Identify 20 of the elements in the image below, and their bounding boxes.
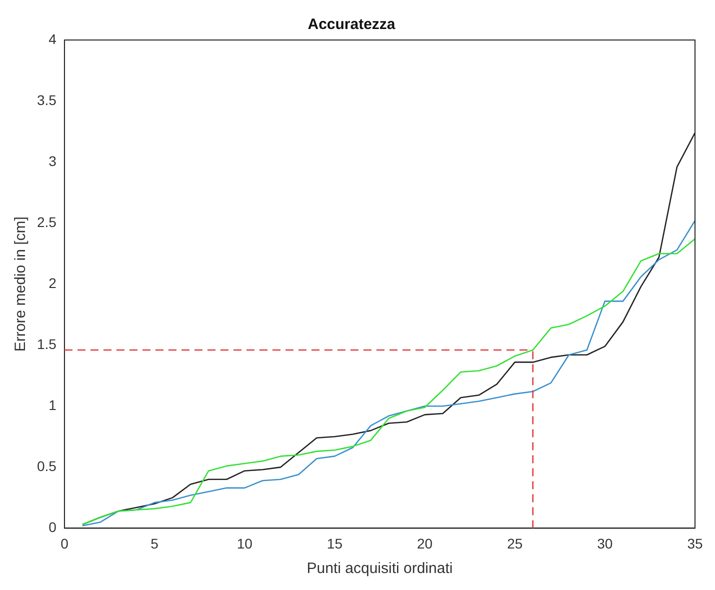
- y-tick-label: 3.5: [36, 92, 57, 108]
- x-tick-label: 35: [687, 535, 703, 552]
- y-tick-label: 0: [48, 519, 57, 536]
- x-tick-label: 25: [507, 535, 523, 552]
- y-tick-label: 3: [48, 152, 57, 169]
- y-axis-title: Errore medio in [cm]: [12, 216, 30, 352]
- y-tick-label: 1: [48, 397, 57, 414]
- y-tick-label: 1.5: [36, 336, 57, 352]
- y-tick-label: 2.5: [36, 214, 57, 230]
- x-tick-label: 5: [150, 535, 159, 552]
- y-tick-label: 4: [48, 30, 57, 47]
- chart-title: Accuratezza: [308, 16, 396, 34]
- x-tick-label: 0: [60, 535, 69, 552]
- x-tick-label: 20: [416, 535, 433, 552]
- x-tick-label: 15: [326, 535, 343, 552]
- y-tick-label: 2: [48, 274, 57, 291]
- x-tick-label: 30: [597, 535, 613, 552]
- x-axis-title: Punti acquisiti ordinati: [306, 560, 453, 578]
- x-tick-label: 10: [236, 535, 253, 552]
- y-tick-label: 0.5: [36, 458, 57, 474]
